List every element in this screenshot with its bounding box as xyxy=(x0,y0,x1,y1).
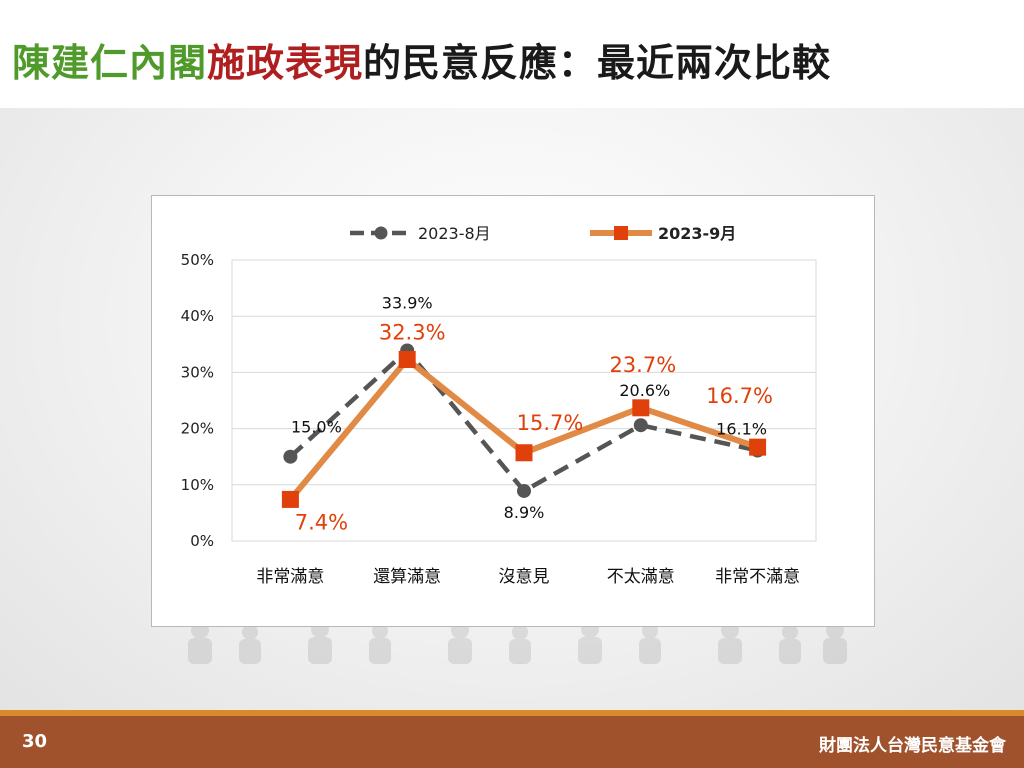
y-tick-label: 30% xyxy=(181,363,214,381)
data-label-2023-aug: 16.1% xyxy=(716,420,767,439)
data-label-2023-aug: 20.6% xyxy=(619,381,670,400)
data-label-2023-aug: 33.9% xyxy=(382,293,433,312)
legend-label-2023-sep: 2023-9月 xyxy=(658,224,736,243)
x-tick-label: 沒意見 xyxy=(499,567,550,587)
crowd-silhouette-decoration xyxy=(188,620,847,664)
data-label-2023-aug: 8.9% xyxy=(504,503,545,522)
page-number: 30 xyxy=(22,731,48,752)
x-tick-label: 非常滿意 xyxy=(256,567,324,587)
data-label-2023-sep: 32.3% xyxy=(379,320,446,344)
data-label-2023-sep: 16.7% xyxy=(706,384,773,408)
y-tick-label: 10% xyxy=(181,476,214,494)
footer-bar: 30 財團法人台灣民意基金會 xyxy=(0,716,1024,768)
legend-label-2023-aug: 2023-8月 xyxy=(418,224,491,243)
legend-marker-2023-aug xyxy=(374,226,388,240)
data-point-2023-sep xyxy=(749,438,767,456)
x-tick-label: 不太滿意 xyxy=(607,567,675,587)
data-point-2023-sep xyxy=(632,399,650,417)
footer-accent-line xyxy=(0,710,1024,716)
organization-name: 財團法人台灣民意基金會 xyxy=(819,736,1006,756)
y-tick-label: 40% xyxy=(181,307,214,325)
x-tick-label: 還算滿意 xyxy=(373,567,441,587)
data-label-2023-sep: 15.7% xyxy=(517,411,584,435)
data-point-2023-aug xyxy=(517,483,531,498)
y-tick-label: 20% xyxy=(181,420,214,438)
title-part-performance: 施政表現 xyxy=(207,41,364,85)
line-chart: 0% 10% 20% 30% 40% 50% 非常滿意 還算滿意 沒意見 不太滿意 非常不滿意 15.… xyxy=(181,224,817,587)
data-point-2023-sep xyxy=(515,444,533,462)
data-label-2023-sep: 23.7% xyxy=(609,353,676,377)
y-tick-label: 0% xyxy=(190,532,214,550)
legend-marker-2023-sep xyxy=(614,226,628,240)
x-tick-label: 非常不滿意 xyxy=(715,567,800,587)
data-point-2023-aug xyxy=(283,449,298,464)
data-point-2023-sep xyxy=(398,350,416,368)
data-point-2023-aug xyxy=(633,418,648,433)
page-title: 陳建仁內閣施政表現的民意反應：最近兩次比較 xyxy=(12,32,831,87)
title-part-cabinet: 陳建仁內閣 xyxy=(12,41,208,85)
y-tick-label: 50% xyxy=(181,251,214,269)
data-label-2023-sep: 7.4% xyxy=(295,510,348,534)
plot-area-border xyxy=(231,259,817,542)
data-label-2023-aug: 15.0% xyxy=(291,418,342,437)
chart-container: 0% 10% 20% 30% 40% 50% 非常滿意 還算滿意 沒意見 不太滿意 非常不滿意 15.… xyxy=(151,195,875,627)
title-bar: 陳建仁內閣施政表現的民意反應：最近兩次比較 xyxy=(0,0,1024,108)
title-part-rest: 的民意反應：最近兩次比較 xyxy=(363,41,832,85)
data-point-2023-sep xyxy=(281,490,299,508)
